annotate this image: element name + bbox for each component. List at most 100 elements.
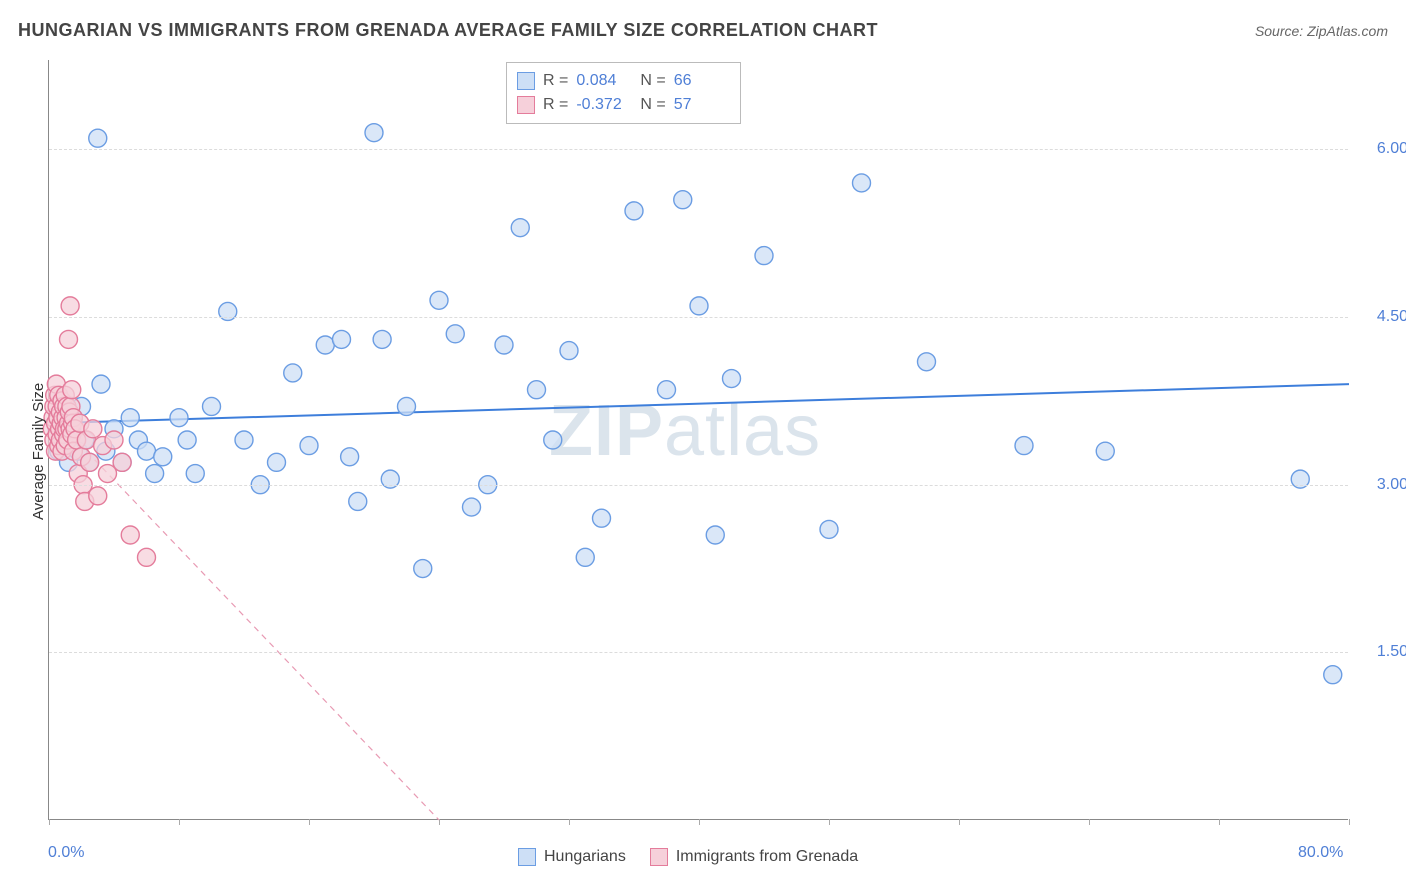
legend-n-label: N = — [640, 96, 665, 114]
data-point-grenada — [121, 526, 139, 544]
plot-area: ZIPatlas R =0.084N =66R =-0.372N =57 1.5… — [48, 60, 1348, 820]
data-point-hungarians — [89, 129, 107, 147]
data-point-hungarians — [625, 202, 643, 220]
data-point-hungarians — [178, 431, 196, 449]
legend-n-label: N = — [640, 72, 665, 90]
chart-title: HUNGARIAN VS IMMIGRANTS FROM GRENADA AVE… — [18, 20, 878, 41]
data-point-hungarians — [690, 297, 708, 315]
data-point-hungarians — [918, 353, 936, 371]
x-tick — [959, 819, 960, 825]
series-legend-label-grenada: Immigrants from Grenada — [676, 848, 858, 866]
data-point-hungarians — [341, 448, 359, 466]
data-point-hungarians — [316, 336, 334, 354]
x-tick — [699, 819, 700, 825]
grid-line — [49, 652, 1348, 653]
stats-legend-box: R = 0.084 N = 66 R = -0.372 N = 57 — [506, 62, 741, 124]
x-axis-max-label: 80.0% — [1298, 844, 1343, 862]
data-point-grenada — [105, 431, 123, 449]
series-legend-item-hungarians: Hungarians — [518, 848, 626, 866]
source-attribution: Source: ZipAtlas.com — [1255, 23, 1388, 39]
data-point-hungarians — [138, 442, 156, 460]
data-point-hungarians — [349, 492, 367, 510]
data-point-hungarians — [365, 124, 383, 142]
source-label: Source: — [1255, 23, 1307, 39]
data-point-grenada — [63, 381, 81, 399]
x-tick — [49, 819, 50, 825]
grid-line — [49, 317, 1348, 318]
y-axis-title: Average Family Size — [30, 383, 47, 520]
data-point-grenada — [138, 548, 156, 566]
x-tick — [309, 819, 310, 825]
data-point-grenada — [113, 453, 131, 471]
data-point-grenada — [60, 330, 78, 348]
data-point-grenada — [89, 487, 107, 505]
x-tick — [439, 819, 440, 825]
data-point-hungarians — [560, 342, 578, 360]
data-point-hungarians — [853, 174, 871, 192]
scatter-plot-svg — [49, 60, 1349, 820]
data-point-hungarians — [333, 330, 351, 348]
legend-r-value-grenada: -0.372 — [576, 96, 632, 114]
grid-line — [49, 485, 1348, 486]
x-tick — [179, 819, 180, 825]
data-point-hungarians — [463, 498, 481, 516]
data-point-hungarians — [268, 453, 286, 471]
data-point-hungarians — [723, 370, 741, 388]
stats-legend-row-hungarians: R = 0.084 N = 66 — [517, 69, 730, 93]
data-point-grenada — [84, 420, 102, 438]
series-legend-label-hungarians: Hungarians — [544, 848, 626, 866]
data-point-hungarians — [186, 465, 204, 483]
data-point-hungarians — [121, 409, 139, 427]
data-point-hungarians — [373, 330, 391, 348]
data-point-hungarians — [203, 397, 221, 415]
data-point-hungarians — [528, 381, 546, 399]
x-tick — [829, 819, 830, 825]
chart-header: HUNGARIAN VS IMMIGRANTS FROM GRENADA AVE… — [18, 20, 1388, 41]
data-point-hungarians — [674, 191, 692, 209]
y-tick-label: 6.00 — [1358, 140, 1406, 158]
source-name: ZipAtlas.com — [1307, 23, 1388, 39]
data-point-hungarians — [398, 397, 416, 415]
grid-line — [49, 149, 1348, 150]
data-point-hungarians — [235, 431, 253, 449]
y-tick-label: 4.50 — [1358, 308, 1406, 326]
legend-n-value-hungarians: 66 — [674, 72, 730, 90]
legend-swatch-grenada — [650, 848, 668, 866]
trend-line-hungarians — [49, 384, 1349, 423]
data-point-hungarians — [511, 219, 529, 237]
data-point-hungarians — [170, 409, 188, 427]
data-point-hungarians — [414, 560, 432, 578]
x-tick — [1219, 819, 1220, 825]
legend-swatch-hungarians — [518, 848, 536, 866]
data-point-hungarians — [544, 431, 562, 449]
legend-r-label: R = — [543, 96, 568, 114]
legend-n-value-grenada: 57 — [674, 96, 730, 114]
data-point-grenada — [61, 297, 79, 315]
data-point-hungarians — [300, 437, 318, 455]
y-tick-label: 1.50 — [1358, 643, 1406, 661]
data-point-hungarians — [1015, 437, 1033, 455]
data-point-hungarians — [1324, 666, 1342, 684]
data-point-hungarians — [658, 381, 676, 399]
x-tick — [569, 819, 570, 825]
data-point-hungarians — [495, 336, 513, 354]
data-point-hungarians — [446, 325, 464, 343]
data-point-hungarians — [820, 520, 838, 538]
legend-swatch-grenada — [517, 96, 535, 114]
legend-swatch-hungarians — [517, 72, 535, 90]
data-point-hungarians — [576, 548, 594, 566]
data-point-hungarians — [593, 509, 611, 527]
data-point-hungarians — [1096, 442, 1114, 460]
data-point-hungarians — [755, 247, 773, 265]
y-tick-label: 3.00 — [1358, 476, 1406, 494]
x-axis-min-label: 0.0% — [48, 844, 84, 862]
data-point-hungarians — [146, 465, 164, 483]
data-point-hungarians — [706, 526, 724, 544]
x-tick — [1089, 819, 1090, 825]
legend-r-value-hungarians: 0.084 — [576, 72, 632, 90]
series-legend: Hungarians Immigrants from Grenada — [518, 848, 858, 866]
legend-r-label: R = — [543, 72, 568, 90]
data-point-hungarians — [284, 364, 302, 382]
data-point-hungarians — [154, 448, 172, 466]
data-point-hungarians — [92, 375, 110, 393]
